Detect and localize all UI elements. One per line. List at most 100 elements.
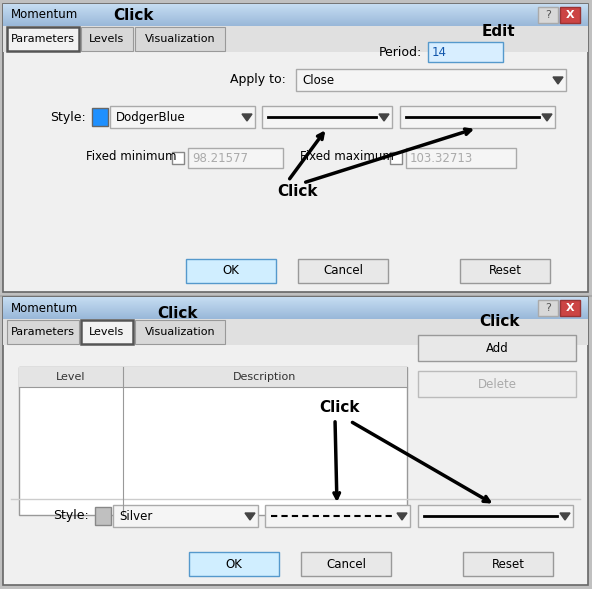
Text: Cancel: Cancel <box>326 558 366 571</box>
Bar <box>262 106 392 128</box>
Bar <box>3 19 588 20</box>
Bar <box>560 300 580 316</box>
Text: Style:: Style: <box>53 509 89 522</box>
Bar <box>3 314 588 315</box>
Bar <box>81 320 133 344</box>
Bar <box>3 311 588 312</box>
Text: Apply to:: Apply to: <box>230 72 286 85</box>
Bar <box>3 298 588 299</box>
Bar <box>3 11 588 12</box>
Text: OK: OK <box>223 264 239 277</box>
Text: Fixed maximum: Fixed maximum <box>300 151 394 164</box>
Bar <box>3 9 588 10</box>
Text: Style:: Style: <box>50 111 86 124</box>
Bar <box>19 367 407 387</box>
Polygon shape <box>553 77 563 84</box>
Text: ?: ? <box>545 10 551 20</box>
Polygon shape <box>242 114 252 121</box>
Polygon shape <box>379 114 389 121</box>
Bar <box>3 8 588 9</box>
Bar <box>3 300 588 301</box>
Bar <box>3 297 588 298</box>
Text: Momentum: Momentum <box>11 302 78 315</box>
Bar <box>538 300 558 316</box>
Text: Visualization: Visualization <box>144 34 215 44</box>
Bar <box>265 505 410 527</box>
Text: Parameters: Parameters <box>11 34 75 44</box>
Text: Parameters: Parameters <box>11 327 75 337</box>
Text: Click: Click <box>112 8 153 22</box>
Bar <box>3 26 588 52</box>
Text: DodgerBlue: DodgerBlue <box>116 111 186 124</box>
Bar <box>3 303 588 304</box>
Text: X: X <box>566 303 574 313</box>
Bar <box>3 4 588 292</box>
Bar <box>3 15 588 16</box>
Text: Reset: Reset <box>488 264 522 277</box>
Bar <box>81 27 133 51</box>
Bar <box>135 320 225 344</box>
Text: Momentum: Momentum <box>11 8 78 22</box>
Text: X: X <box>566 10 574 20</box>
Bar <box>3 313 588 314</box>
Bar <box>7 320 79 344</box>
Bar <box>3 22 588 23</box>
Bar <box>3 304 588 305</box>
Bar <box>3 312 588 313</box>
Bar <box>3 25 588 26</box>
Bar <box>3 13 588 14</box>
Bar <box>298 259 388 283</box>
Bar <box>188 148 283 168</box>
Text: OK: OK <box>226 558 243 571</box>
Bar <box>301 552 391 576</box>
Bar <box>3 310 588 311</box>
Bar <box>92 108 108 126</box>
Bar <box>135 27 225 51</box>
Bar <box>3 20 588 21</box>
Bar <box>3 306 588 307</box>
Polygon shape <box>245 513 255 520</box>
Bar <box>428 42 503 62</box>
Bar <box>3 299 588 300</box>
Bar <box>296 69 566 91</box>
Bar <box>418 335 576 361</box>
Bar <box>186 259 276 283</box>
Text: Levels: Levels <box>89 34 125 44</box>
Bar <box>3 23 588 24</box>
Text: Period:: Period: <box>379 45 422 58</box>
Text: Silver: Silver <box>119 509 152 522</box>
Bar <box>3 10 588 11</box>
Bar <box>3 318 588 319</box>
Text: ?: ? <box>545 303 551 313</box>
Bar <box>3 319 588 345</box>
Text: Visualization: Visualization <box>144 327 215 337</box>
Bar <box>460 259 550 283</box>
Bar <box>406 148 516 168</box>
Bar <box>3 12 588 13</box>
Text: 103.32713: 103.32713 <box>410 151 473 164</box>
Text: Click: Click <box>480 313 520 329</box>
Bar <box>3 301 588 302</box>
Bar <box>3 4 588 5</box>
Bar <box>3 24 588 25</box>
Text: Click: Click <box>278 184 318 198</box>
Bar <box>3 308 588 309</box>
Bar <box>560 7 580 23</box>
Bar <box>3 16 588 17</box>
Bar <box>400 106 555 128</box>
Bar <box>3 302 588 303</box>
Text: Reset: Reset <box>491 558 525 571</box>
Text: Edit: Edit <box>481 25 515 39</box>
Text: Fixed minimum: Fixed minimum <box>86 151 176 164</box>
Text: Delete: Delete <box>478 378 516 391</box>
Text: 14: 14 <box>432 45 447 58</box>
Polygon shape <box>560 513 570 520</box>
Bar <box>3 315 588 316</box>
Bar <box>113 505 258 527</box>
Bar <box>418 371 576 397</box>
Bar <box>3 17 588 18</box>
Bar <box>95 507 111 525</box>
Polygon shape <box>542 114 552 121</box>
Bar <box>3 309 588 310</box>
Bar <box>3 21 588 22</box>
